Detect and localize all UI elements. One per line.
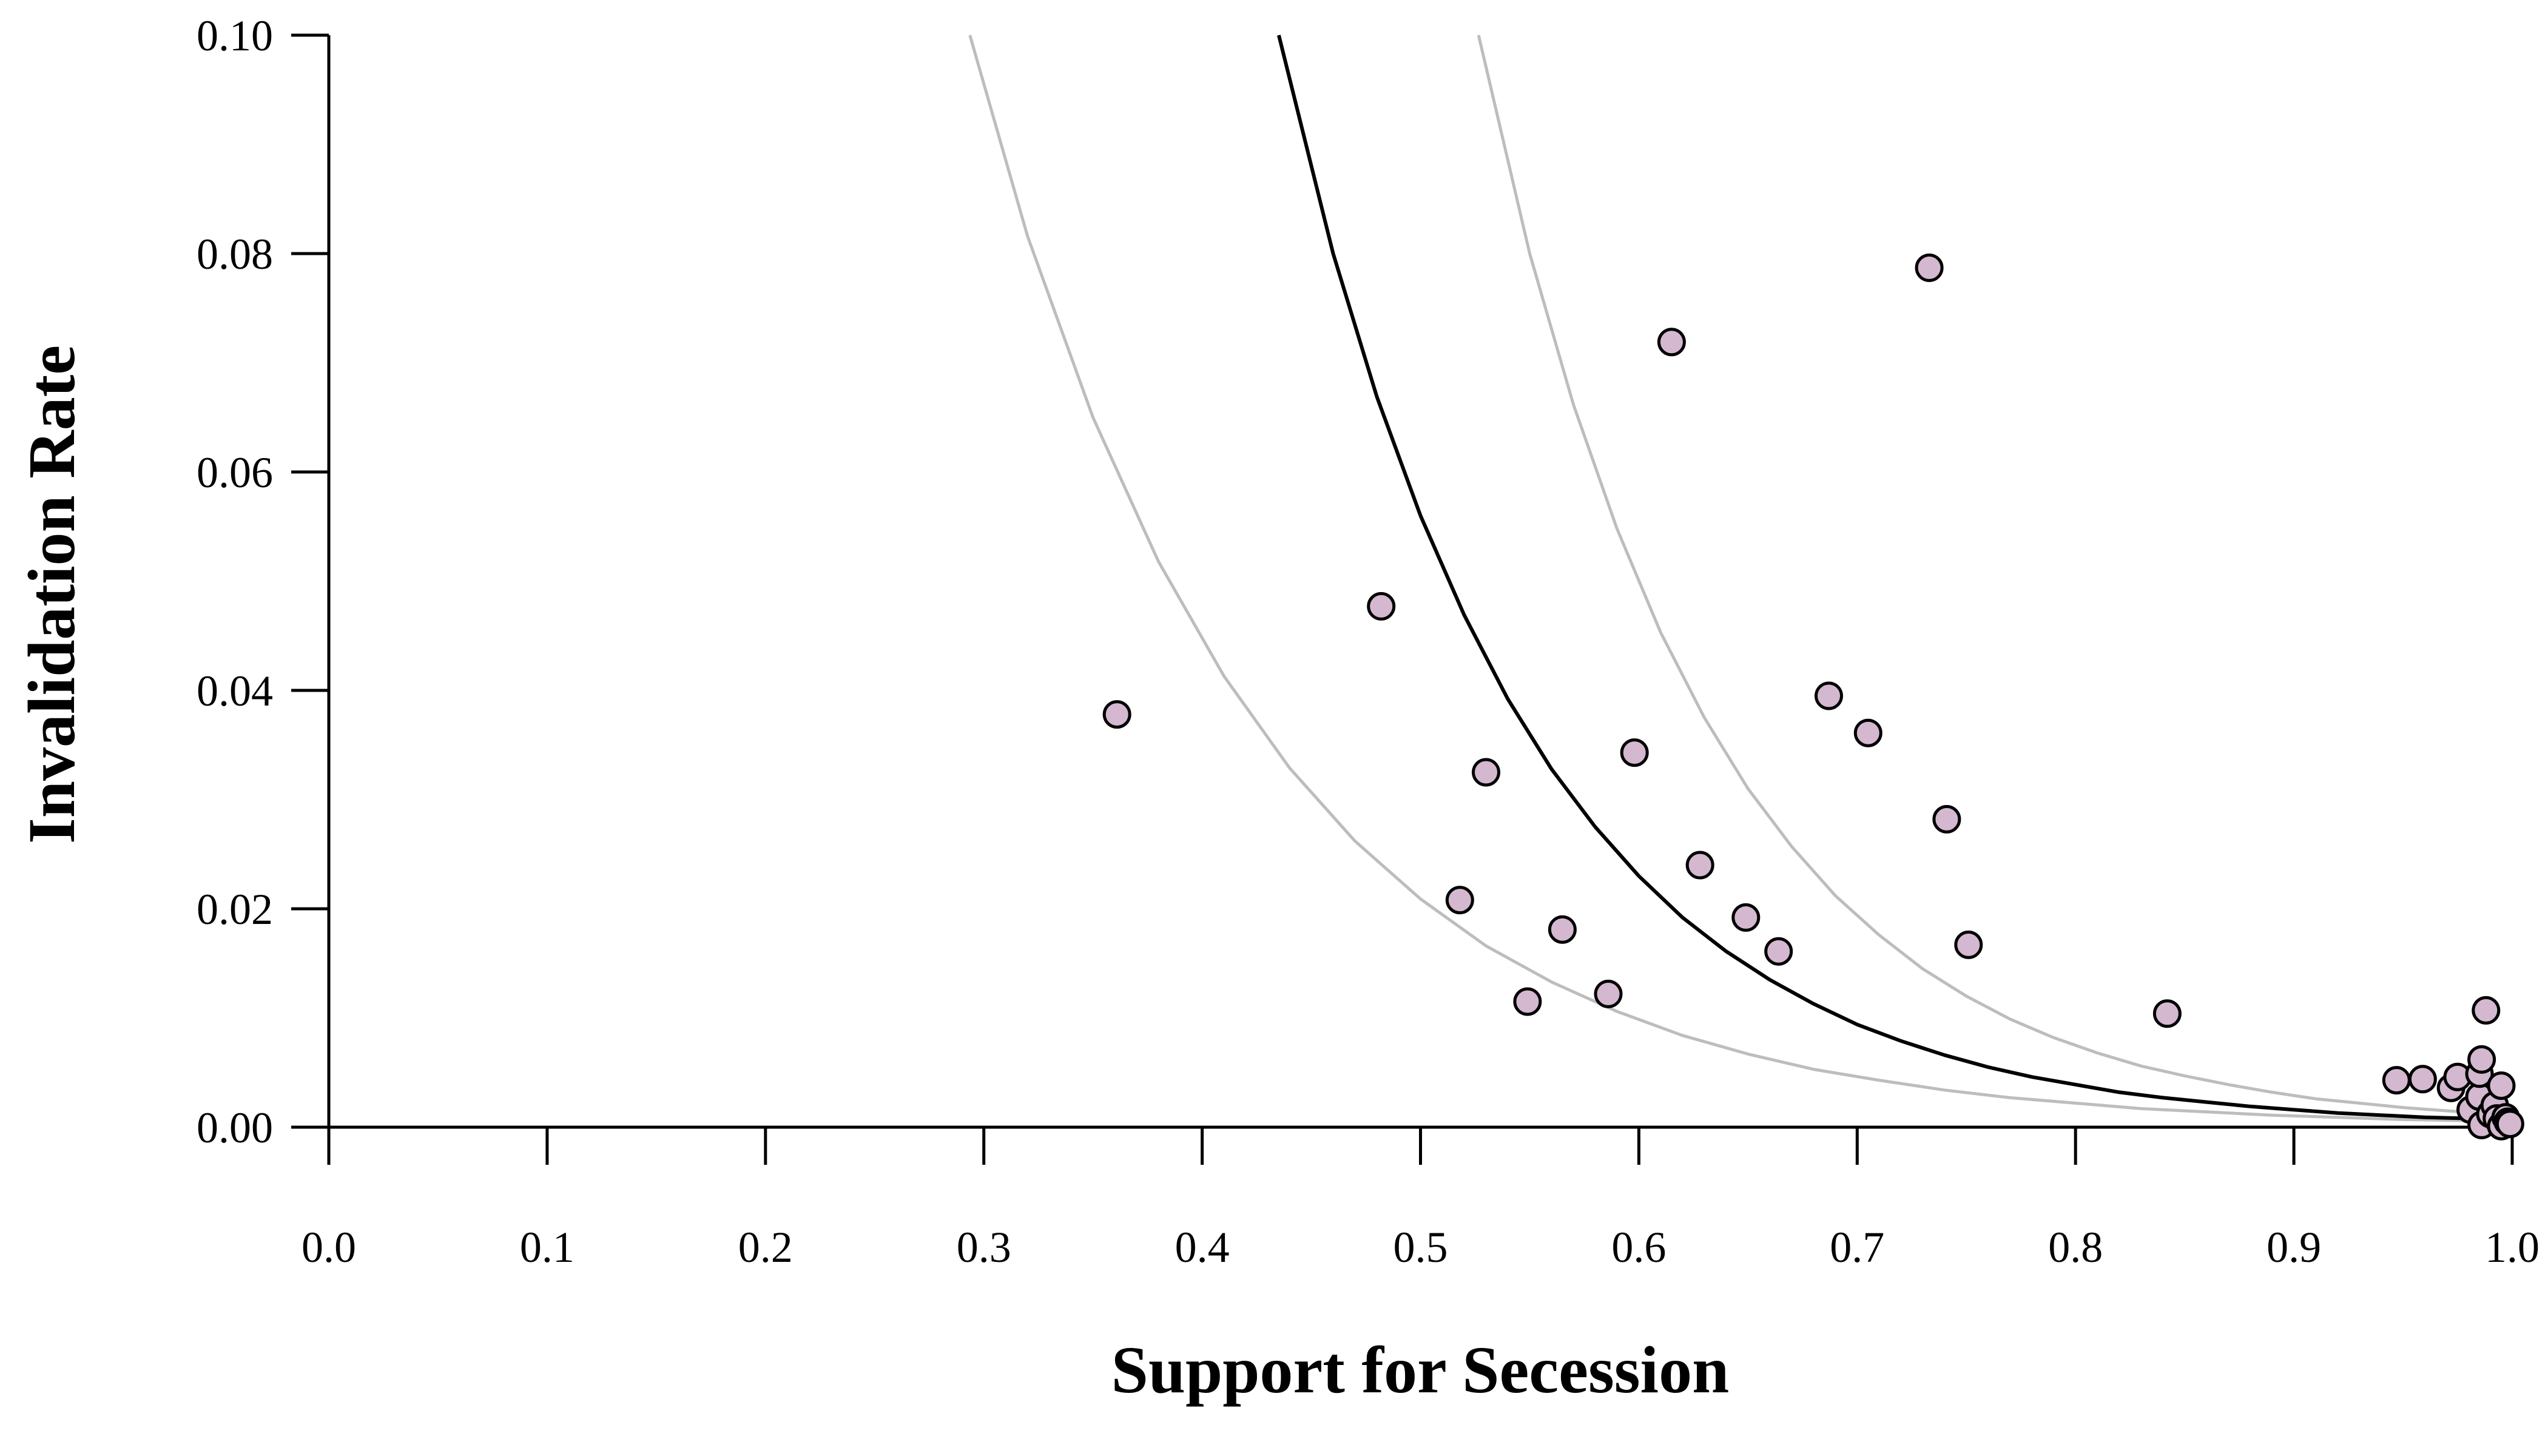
axes — [291, 33, 2514, 1165]
y-tick-label: 0.06 — [197, 448, 273, 497]
data-point — [1932, 804, 1961, 834]
data-point — [1594, 979, 1623, 1008]
y-tick-label: 0.02 — [197, 885, 273, 934]
data-point — [1445, 886, 1474, 915]
data-point — [1102, 700, 1131, 729]
fit-curves — [968, 35, 2513, 1124]
data-point — [1548, 915, 1577, 944]
data-point — [2487, 1071, 2516, 1100]
data-point — [1657, 328, 1686, 357]
data-point — [2408, 1065, 2437, 1094]
fit-curve — [1276, 35, 2513, 1122]
x-tick-label: 1.0 — [2485, 1223, 2540, 1272]
x-axis-title: Support for Secession — [1111, 1333, 1730, 1407]
x-tick-label: 0.3 — [957, 1223, 1011, 1272]
y-tick-label: 0.10 — [197, 12, 273, 60]
lower-bound-curve — [968, 35, 2513, 1124]
data-point — [1853, 718, 1882, 747]
data-point — [2467, 1045, 2496, 1074]
data-point — [1620, 738, 1649, 767]
data-point — [1685, 851, 1714, 880]
y-tick-label: 0.00 — [197, 1104, 273, 1152]
data-point — [1731, 903, 1761, 932]
x-tick-label: 0.8 — [2048, 1223, 2103, 1272]
y-tick-label: 0.08 — [197, 230, 273, 278]
y-tick-label: 0.04 — [197, 667, 273, 715]
y-axis-title: Invalidation Rate — [15, 345, 89, 844]
data-points — [1102, 253, 2524, 1141]
x-tick-label: 0.1 — [520, 1223, 575, 1272]
tick-labels: 0.0 0.1 0.2 0.3 0.4 0.5 0.6 0.7 0.8 0.9 1.0 0.00 0.0… — [197, 12, 2540, 1272]
data-point — [1764, 937, 1793, 966]
x-tick-label: 0.9 — [2267, 1223, 2321, 1272]
x-tick-label: 0.2 — [738, 1223, 793, 1272]
data-point — [1472, 758, 1500, 787]
upper-bound-curve — [1477, 35, 2513, 1117]
x-tick-label: 0.7 — [1830, 1223, 1884, 1272]
data-point — [1815, 681, 1843, 710]
data-point — [2152, 999, 2182, 1028]
data-point — [1513, 987, 1542, 1016]
x-tick-label: 0.5 — [1394, 1223, 1448, 1272]
data-point — [1915, 253, 1944, 282]
data-point — [1367, 592, 1396, 621]
data-point — [1954, 930, 1983, 959]
data-point — [2472, 996, 2501, 1025]
x-tick-label: 0.0 — [302, 1223, 356, 1272]
x-tick-label: 0.6 — [1611, 1223, 1666, 1272]
x-tick-label: 0.4 — [1175, 1223, 1230, 1272]
data-point — [2495, 1110, 2524, 1139]
data-point — [2382, 1066, 2411, 1095]
